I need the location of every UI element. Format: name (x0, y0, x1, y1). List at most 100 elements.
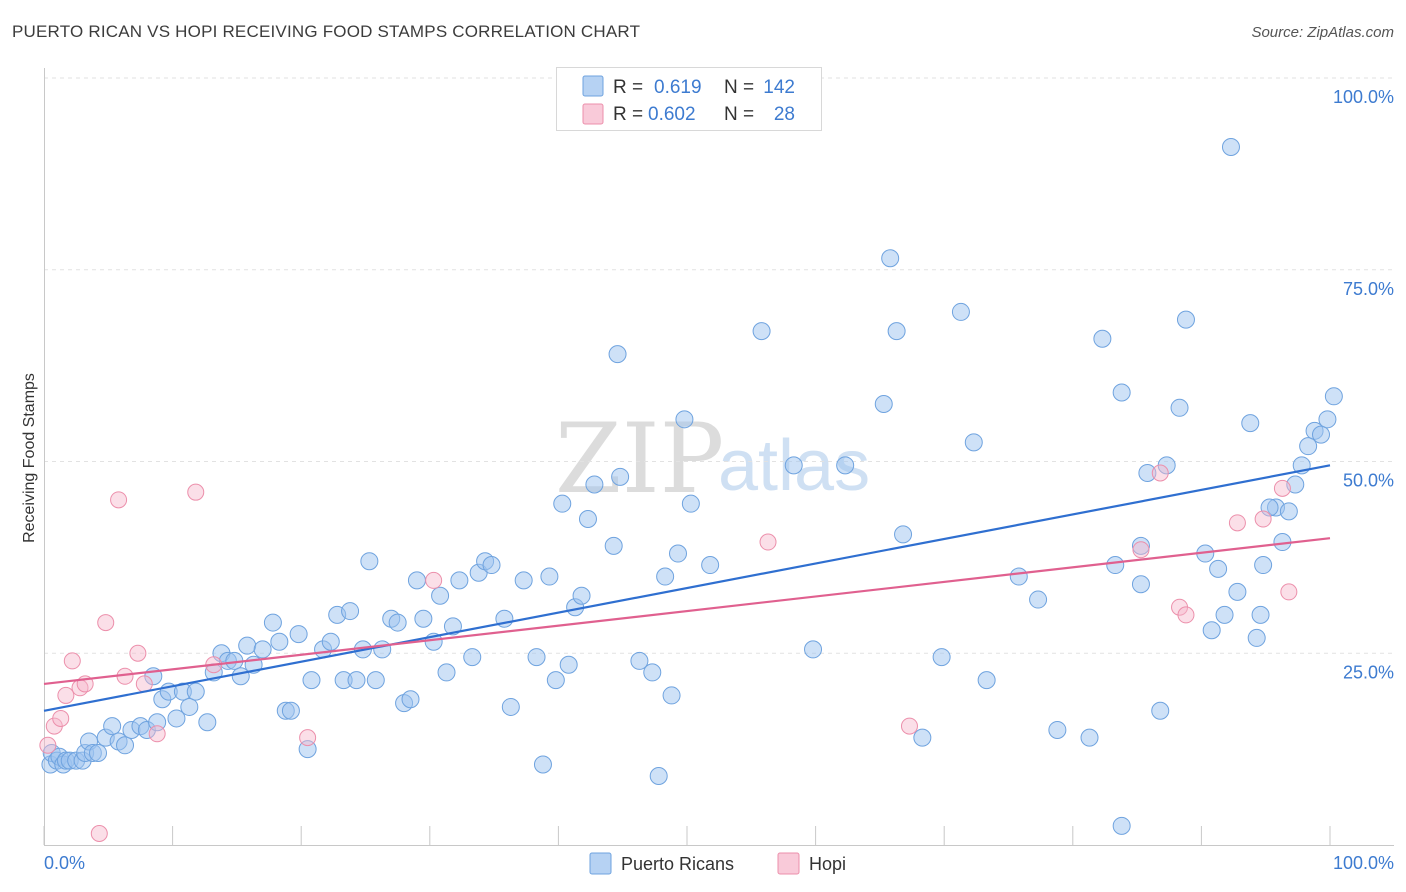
watermark-zip: ZIP (555, 403, 724, 515)
puerto-rican-point-115 (1131, 536, 1150, 555)
puerto-rican-point-95 (784, 456, 803, 475)
puerto-rican-point-36 (253, 640, 272, 659)
hopi-point-8 (97, 614, 115, 632)
puerto-rican-point-101 (894, 525, 913, 544)
hopi-point-26 (1273, 479, 1291, 497)
puerto-rican-point-103 (932, 648, 951, 667)
puerto-rican-point-90 (668, 544, 687, 563)
hopi-point-23 (1177, 606, 1195, 624)
hopi-point-3 (57, 686, 75, 704)
y-tick-labels: 25.0% 50.0% 75.0% 100.0% (1333, 87, 1394, 682)
puerto-rican-point-141 (1324, 387, 1343, 406)
puerto-rican-point-14 (103, 717, 122, 736)
puerto-rican-point-123 (1202, 621, 1221, 640)
puerto-rican-point-52 (366, 671, 385, 690)
puerto-rican-point-139 (1311, 425, 1330, 444)
hopi-point-13 (148, 725, 166, 743)
trend-lines (43, 464, 1331, 712)
puerto-rican-point-124 (1209, 559, 1228, 578)
y-tick-label-50: 50.0% (1343, 471, 1394, 491)
puerto-rican-point-24 (167, 709, 186, 728)
legend-swatch-puerto-ricans (582, 75, 604, 97)
hopi-point-24 (1228, 514, 1246, 532)
puerto-rican-point-45 (321, 632, 340, 651)
puerto-rican-point-58 (407, 571, 426, 590)
legend-n-value-0: 142 (763, 77, 795, 98)
legend-r-value-0: 0.619 (654, 77, 702, 98)
legend-r-label-0: R = (613, 77, 643, 98)
hopi-point-7 (90, 824, 108, 842)
puerto-rican-point-65 (463, 648, 482, 667)
series-legend-label-puerto-ricans: Puerto Ricans (621, 854, 734, 874)
hopi-point-4 (63, 652, 81, 670)
puerto-rican-point-94 (752, 322, 771, 341)
hopi-point-17 (425, 571, 443, 589)
puerto-rican-point-92 (681, 494, 700, 513)
hopi-point-2 (52, 709, 70, 727)
puerto-rican-point-76 (553, 494, 572, 513)
puerto-rican-point-128 (1241, 414, 1260, 433)
puerto-rican-point-53 (373, 640, 392, 659)
hopi-point-16 (299, 729, 317, 747)
puerto-rican-point-49 (347, 671, 366, 690)
puerto-rican-point-41 (289, 625, 308, 644)
puerto-rican-point-110 (1080, 728, 1099, 747)
legend-r-label-1: R = (613, 104, 643, 125)
hopi-point-18 (759, 533, 777, 551)
puerto-rican-point-75 (546, 671, 565, 690)
puerto-rican-point-40 (281, 701, 300, 720)
puerto-rican-point-34 (238, 636, 257, 655)
puerto-rican-point-68 (482, 556, 501, 575)
puerto-rican-point-26 (180, 697, 199, 716)
puerto-rican-point-105 (964, 433, 983, 452)
hopi-trend-line (43, 537, 1331, 686)
chart-title: PUERTO RICAN VS HOPI RECEIVING FOOD STAM… (12, 22, 641, 41)
puerto-rican-point-102 (913, 728, 932, 747)
legend-n-value-1: 28 (774, 104, 795, 125)
legend-r-value-1: 0.602 (648, 104, 696, 125)
puerto-rican-point-104 (951, 302, 970, 321)
puerto-rican-point-106 (977, 671, 996, 690)
hopi-point-14 (187, 483, 205, 501)
y-tick-label-75: 75.0% (1343, 279, 1394, 299)
puerto-rican-point-81 (585, 475, 604, 494)
puerto-rican-point-96 (804, 640, 823, 659)
source-credit: Source: ZipAtlas.com (1251, 24, 1394, 41)
puerto-rican-point-12 (89, 743, 108, 762)
puerto-rican-point-64 (450, 571, 469, 590)
puerto-rican-point-97 (836, 456, 855, 475)
legend-n-label-0: N = (724, 77, 754, 98)
puerto-rican-point-84 (608, 345, 627, 364)
puerto-rican-point-73 (533, 755, 552, 774)
puerto-rican-point-51 (360, 552, 379, 571)
puerto-rican-point-27 (186, 682, 205, 701)
puerto-rican-point-114 (1112, 816, 1131, 835)
puerto-rican-point-80 (578, 510, 597, 529)
puerto-rican-point-93 (701, 556, 720, 575)
puerto-rican-point-72 (527, 648, 546, 667)
hopi-point-27 (1280, 583, 1298, 601)
gridlines (44, 77, 1394, 654)
puerto-rican-point-63 (443, 617, 462, 636)
hopi-point-21 (1151, 464, 1169, 482)
hopi-point-11 (129, 644, 147, 662)
puerto-rican-point-120 (1170, 398, 1189, 417)
puerto-rican-point-125 (1215, 605, 1234, 624)
puerto-rican-point-70 (501, 697, 520, 716)
hopi-point-19 (900, 717, 918, 735)
puerto-rican-point-108 (1029, 590, 1048, 609)
hopi-point-20 (1132, 541, 1150, 559)
hopi-point-25 (1254, 510, 1272, 528)
series-legend-swatch-puerto-ricans (589, 852, 612, 875)
puerto-rican-point-140 (1318, 410, 1337, 429)
puerto-rican-point-111 (1093, 329, 1112, 348)
puerto-rican-point-71 (514, 571, 533, 590)
puerto-rican-point-57 (401, 690, 420, 709)
puerto-rican-point-121 (1176, 310, 1195, 329)
puerto-rican-point-85 (630, 651, 649, 670)
legend-swatch-hopi (582, 103, 604, 125)
puerto-rican-point-135 (1286, 475, 1305, 494)
x-tick-label-min: 0.0% (44, 853, 85, 873)
puerto-rican-point-88 (656, 567, 675, 586)
